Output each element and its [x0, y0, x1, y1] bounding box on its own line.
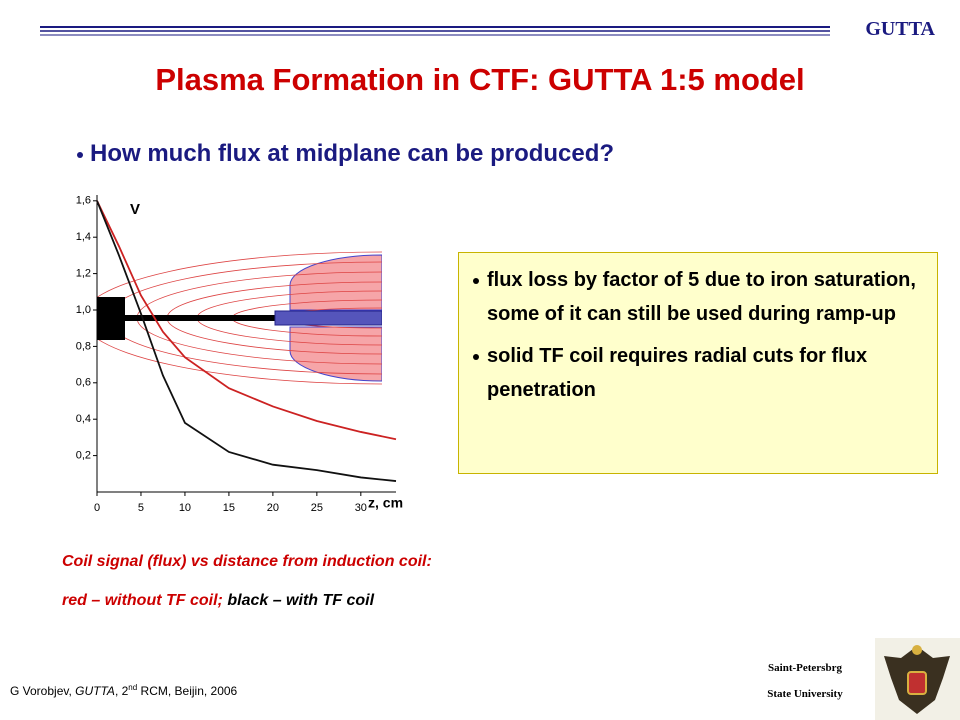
note-box: flux loss by factor of 5 due to iron sat…: [458, 252, 938, 474]
caption-line: Coil signal (flux) vs distance from indu…: [62, 553, 432, 570]
series-line: [96, 200, 397, 482]
x-tick-label: 30: [355, 502, 367, 514]
y-tick-label: 0,8: [76, 340, 91, 352]
y-axis-label: V: [130, 201, 140, 218]
y-tick-label: 1,2: [76, 268, 91, 280]
y-tick-label: 1,4: [76, 231, 91, 243]
y-tick-label: 0,2: [76, 450, 91, 462]
slide-title: Plasma Formation in CTF: GUTTA 1:5 model: [155, 62, 805, 97]
university: State University: [767, 688, 843, 700]
x-tick-label: 15: [223, 502, 235, 514]
university: Saint-Petersbrg: [768, 662, 842, 674]
bullet-text: How much flux at midplane can be produce…: [90, 140, 615, 167]
header-rule: [40, 26, 830, 36]
field-image: [97, 251, 382, 385]
x-tick-label: 20: [267, 502, 279, 514]
footer: G Vorobjev, GUTTA, 2nd RCM, Beijin, 2006: [10, 683, 237, 698]
y-tick-label: 1,6: [76, 195, 91, 207]
note-text: flux loss by factor of 5 due to iron sat…: [487, 269, 916, 325]
footer-meeting: , 2: [114, 684, 129, 698]
note-text: solid TF coil requires radial cuts for f…: [487, 345, 868, 401]
bullet-dot: [77, 152, 83, 158]
series-line: [96, 200, 397, 441]
y-tick-label: 0,4: [76, 413, 91, 425]
caption-red: red – without TF coil;: [62, 592, 223, 609]
x-tick-label: 10: [179, 502, 191, 514]
footer-meeting: RCM, Beijin, 2006: [137, 684, 238, 698]
note-item: solid TF coil requires radial cuts for f…: [473, 339, 925, 407]
caption-black: black – with TF coil: [227, 592, 375, 609]
x-tick-label: 25: [311, 502, 323, 514]
note-item: flux loss by factor of 5 due to iron sat…: [473, 263, 925, 331]
footer-project: GUTTA: [75, 684, 115, 698]
x-axis-label: z, cm: [368, 495, 403, 511]
crest: [875, 638, 960, 720]
footer-sup: nd: [128, 683, 138, 692]
y-tick-label: 1,0: [76, 304, 91, 316]
footer-author: G Vorobjev,: [10, 684, 76, 698]
x-tick-label: 0: [94, 502, 100, 514]
caption-line: red – without TF coil; black – with TF c…: [62, 592, 374, 610]
y-tick-label: 0,6: [76, 377, 91, 389]
logo-text: GUTTA: [865, 18, 935, 40]
x-tick-label: 5: [138, 502, 144, 514]
